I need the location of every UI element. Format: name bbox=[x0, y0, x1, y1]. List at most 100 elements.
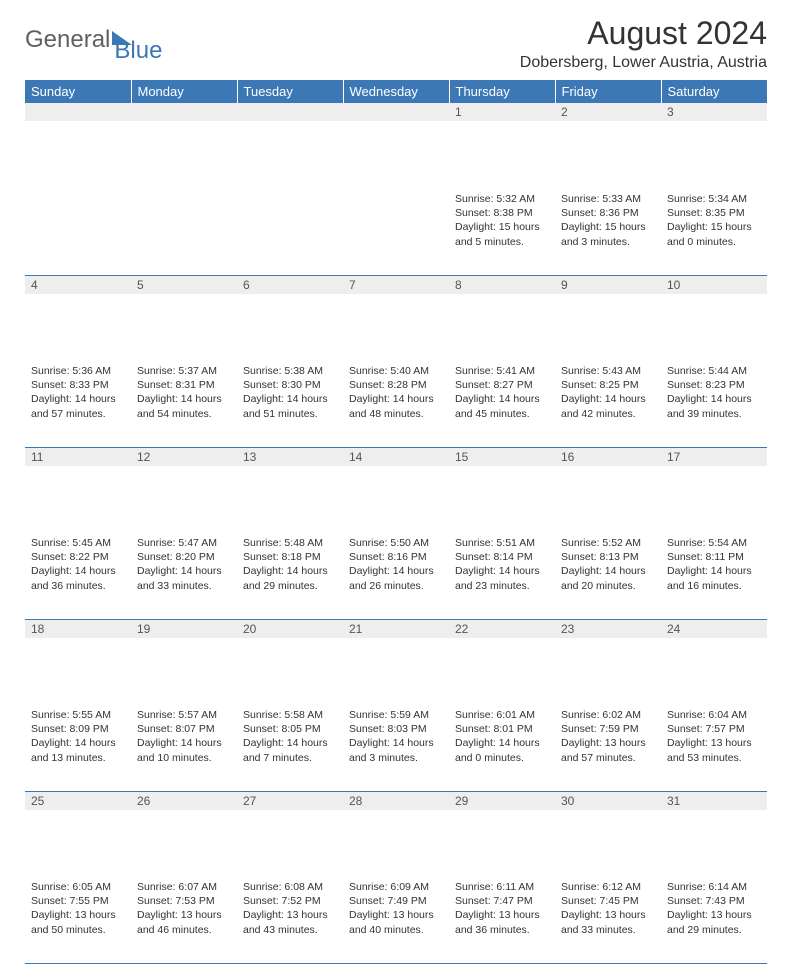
calendar-cell-header: 3 bbox=[661, 103, 767, 189]
calendar-cell-header: 26 bbox=[131, 791, 237, 877]
calendar-cell: Sunrise: 6:02 AMSunset: 7:59 PMDaylight:… bbox=[555, 705, 661, 791]
day-number: 9 bbox=[555, 276, 661, 294]
calendar-cell: Sunrise: 5:36 AMSunset: 8:33 PMDaylight:… bbox=[25, 361, 131, 447]
day-number: 10 bbox=[661, 276, 767, 294]
day-number: 7 bbox=[343, 276, 449, 294]
calendar-cell-header: 5 bbox=[131, 275, 237, 361]
calendar-cell-header: 27 bbox=[237, 791, 343, 877]
day-details: Sunrise: 5:47 AMSunset: 8:20 PMDaylight:… bbox=[131, 533, 237, 597]
empty-cell bbox=[237, 103, 343, 189]
day-details: Sunrise: 5:48 AMSunset: 8:18 PMDaylight:… bbox=[237, 533, 343, 597]
calendar-cell: Sunrise: 5:54 AMSunset: 8:11 PMDaylight:… bbox=[661, 533, 767, 619]
calendar-cell-header: 24 bbox=[661, 619, 767, 705]
calendar-cell: Sunrise: 6:04 AMSunset: 7:57 PMDaylight:… bbox=[661, 705, 767, 791]
day-details: Sunrise: 5:41 AMSunset: 8:27 PMDaylight:… bbox=[449, 361, 555, 425]
day-number: 6 bbox=[237, 276, 343, 294]
day-details: Sunrise: 6:05 AMSunset: 7:55 PMDaylight:… bbox=[25, 877, 131, 941]
day-number: 4 bbox=[25, 276, 131, 294]
day-details: Sunrise: 5:58 AMSunset: 8:05 PMDaylight:… bbox=[237, 705, 343, 769]
empty-cell bbox=[131, 103, 237, 189]
day-number: 15 bbox=[449, 448, 555, 466]
calendar-cell-header: 17 bbox=[661, 447, 767, 533]
day-number: 31 bbox=[661, 792, 767, 810]
calendar-cell-header: 22 bbox=[449, 619, 555, 705]
day-number: 21 bbox=[343, 620, 449, 638]
day-details: Sunrise: 5:40 AMSunset: 8:28 PMDaylight:… bbox=[343, 361, 449, 425]
calendar-cell-header: 28 bbox=[343, 791, 449, 877]
day-number: 5 bbox=[131, 276, 237, 294]
weekday-header: Saturday bbox=[661, 80, 767, 103]
day-number: 19 bbox=[131, 620, 237, 638]
day-number: 8 bbox=[449, 276, 555, 294]
day-number: 17 bbox=[661, 448, 767, 466]
calendar-cell-header: 19 bbox=[131, 619, 237, 705]
calendar-cell-header: 14 bbox=[343, 447, 449, 533]
day-details: Sunrise: 5:32 AMSunset: 8:38 PMDaylight:… bbox=[449, 189, 555, 253]
calendar-cell: Sunrise: 6:01 AMSunset: 8:01 PMDaylight:… bbox=[449, 705, 555, 791]
location-subtitle: Dobersberg, Lower Austria, Austria bbox=[520, 54, 767, 72]
calendar-cell-header: 21 bbox=[343, 619, 449, 705]
day-details: Sunrise: 5:44 AMSunset: 8:23 PMDaylight:… bbox=[661, 361, 767, 425]
weekday-header: Monday bbox=[131, 80, 237, 103]
calendar-cell: Sunrise: 6:08 AMSunset: 7:52 PMDaylight:… bbox=[237, 877, 343, 963]
calendar-cell-header: 29 bbox=[449, 791, 555, 877]
calendar-cell: Sunrise: 5:40 AMSunset: 8:28 PMDaylight:… bbox=[343, 361, 449, 447]
day-number: 11 bbox=[25, 448, 131, 466]
day-number: 28 bbox=[343, 792, 449, 810]
calendar-cell-header: 2 bbox=[555, 103, 661, 189]
day-number: 12 bbox=[131, 448, 237, 466]
day-details: Sunrise: 6:09 AMSunset: 7:49 PMDaylight:… bbox=[343, 877, 449, 941]
day-number: 20 bbox=[237, 620, 343, 638]
weekday-header: Friday bbox=[555, 80, 661, 103]
day-number: 22 bbox=[449, 620, 555, 638]
calendar-table: SundayMondayTuesdayWednesdayThursdayFrid… bbox=[25, 80, 767, 964]
empty-cell bbox=[343, 103, 449, 189]
calendar-cell-header: 20 bbox=[237, 619, 343, 705]
calendar-cell-header: 1 bbox=[449, 103, 555, 189]
calendar-cell: Sunrise: 5:37 AMSunset: 8:31 PMDaylight:… bbox=[131, 361, 237, 447]
day-number: 14 bbox=[343, 448, 449, 466]
day-details: Sunrise: 6:14 AMSunset: 7:43 PMDaylight:… bbox=[661, 877, 767, 941]
day-details: Sunrise: 6:01 AMSunset: 8:01 PMDaylight:… bbox=[449, 705, 555, 769]
day-details: Sunrise: 6:08 AMSunset: 7:52 PMDaylight:… bbox=[237, 877, 343, 941]
calendar-cell: Sunrise: 5:45 AMSunset: 8:22 PMDaylight:… bbox=[25, 533, 131, 619]
empty-cell bbox=[343, 189, 449, 275]
day-details: Sunrise: 6:12 AMSunset: 7:45 PMDaylight:… bbox=[555, 877, 661, 941]
calendar-cell-header: 11 bbox=[25, 447, 131, 533]
day-number: 3 bbox=[661, 103, 767, 121]
day-details: Sunrise: 5:54 AMSunset: 8:11 PMDaylight:… bbox=[661, 533, 767, 597]
calendar-cell-header: 23 bbox=[555, 619, 661, 705]
empty-cell bbox=[131, 189, 237, 275]
calendar-cell: Sunrise: 6:11 AMSunset: 7:47 PMDaylight:… bbox=[449, 877, 555, 963]
day-details: Sunrise: 6:11 AMSunset: 7:47 PMDaylight:… bbox=[449, 877, 555, 941]
empty-cell bbox=[25, 189, 131, 275]
calendar-cell: Sunrise: 5:58 AMSunset: 8:05 PMDaylight:… bbox=[237, 705, 343, 791]
day-number: 26 bbox=[131, 792, 237, 810]
calendar-cell-header: 10 bbox=[661, 275, 767, 361]
day-details: Sunrise: 5:45 AMSunset: 8:22 PMDaylight:… bbox=[25, 533, 131, 597]
empty-cell bbox=[25, 103, 131, 189]
calendar-cell: Sunrise: 5:38 AMSunset: 8:30 PMDaylight:… bbox=[237, 361, 343, 447]
calendar-cell-header: 15 bbox=[449, 447, 555, 533]
calendar-cell-header: 25 bbox=[25, 791, 131, 877]
calendar-cell: Sunrise: 6:09 AMSunset: 7:49 PMDaylight:… bbox=[343, 877, 449, 963]
logo-text-blue: Blue bbox=[114, 37, 162, 65]
day-number: 29 bbox=[449, 792, 555, 810]
day-details: Sunrise: 5:33 AMSunset: 8:36 PMDaylight:… bbox=[555, 189, 661, 253]
day-number: 2 bbox=[555, 103, 661, 121]
day-details: Sunrise: 6:07 AMSunset: 7:53 PMDaylight:… bbox=[131, 877, 237, 941]
calendar-cell-header: 13 bbox=[237, 447, 343, 533]
calendar-cell-header: 18 bbox=[25, 619, 131, 705]
day-number: 25 bbox=[25, 792, 131, 810]
calendar-cell: Sunrise: 6:14 AMSunset: 7:43 PMDaylight:… bbox=[661, 877, 767, 963]
day-details: Sunrise: 6:02 AMSunset: 7:59 PMDaylight:… bbox=[555, 705, 661, 769]
calendar-cell: Sunrise: 6:07 AMSunset: 7:53 PMDaylight:… bbox=[131, 877, 237, 963]
day-number: 30 bbox=[555, 792, 661, 810]
weekday-header-row: SundayMondayTuesdayWednesdayThursdayFrid… bbox=[25, 80, 767, 103]
day-details: Sunrise: 5:52 AMSunset: 8:13 PMDaylight:… bbox=[555, 533, 661, 597]
calendar-cell-header: 12 bbox=[131, 447, 237, 533]
calendar-cell: Sunrise: 6:12 AMSunset: 7:45 PMDaylight:… bbox=[555, 877, 661, 963]
weekday-header: Thursday bbox=[449, 80, 555, 103]
day-details: Sunrise: 5:51 AMSunset: 8:14 PMDaylight:… bbox=[449, 533, 555, 597]
calendar-cell: Sunrise: 5:48 AMSunset: 8:18 PMDaylight:… bbox=[237, 533, 343, 619]
